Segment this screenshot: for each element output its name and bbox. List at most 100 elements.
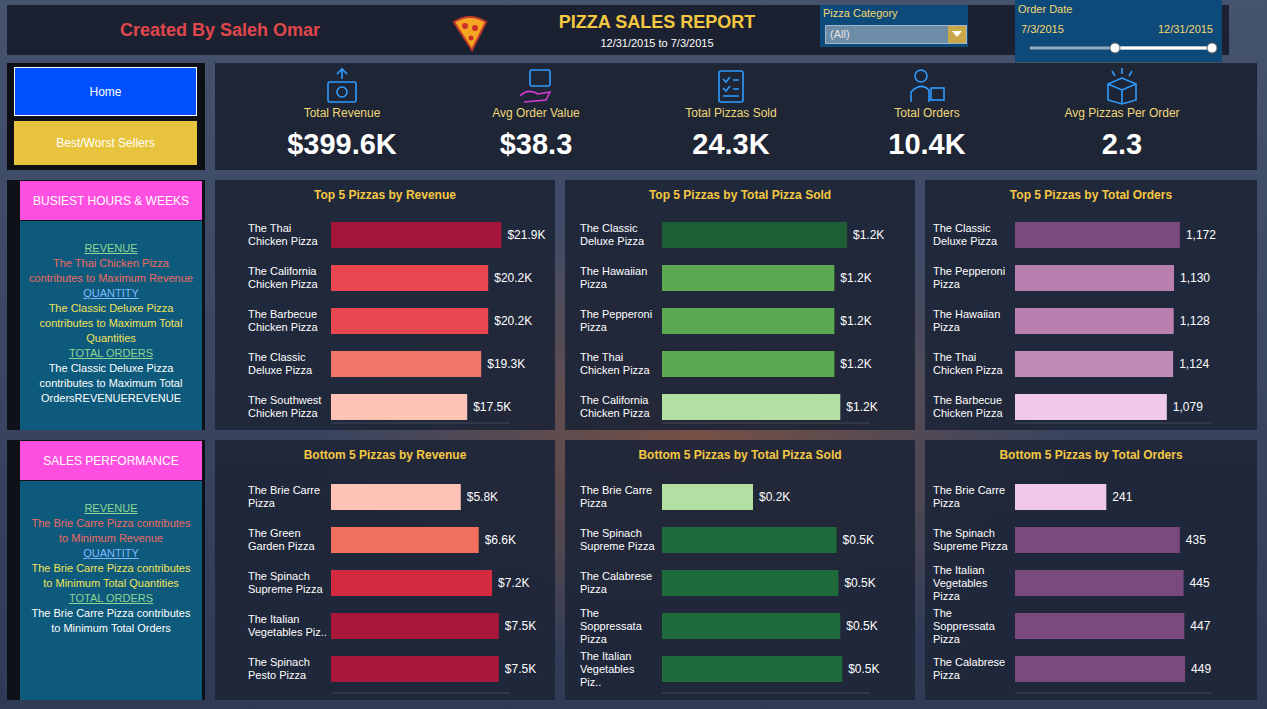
axis-line (331, 423, 510, 424)
bar (662, 394, 840, 420)
category-label: The California Chicken Pizza (580, 385, 658, 429)
data-label: $1.2K (853, 228, 884, 242)
bar (331, 484, 461, 510)
nav-button[interactable]: Best/Worst Sellers (14, 121, 197, 165)
credit: Created By Saleh Omar (60, 20, 380, 44)
dashboard: Created By Saleh Omar PIZZA SALES REPORT 1… (0, 0, 1267, 709)
kpi-icon (907, 66, 947, 106)
axis-line (1015, 423, 1212, 424)
slider-range (1115, 47, 1212, 50)
bars (1015, 222, 1180, 420)
date-label: Order Date (1018, 3, 1138, 17)
data-label: $21.9K (507, 228, 545, 242)
icon-shape (1112, 68, 1132, 76)
side-panel-title: BUSIEST HOURS & WEEKS (20, 181, 202, 220)
bar (662, 222, 847, 248)
data-label: 1,124 (1179, 357, 1209, 371)
data-label: 445 (1190, 576, 1210, 590)
category-label: The Classic Deluxe Pizza (933, 213, 1011, 257)
insight-text: The Brie Carre Pizza contributes to Mini… (26, 606, 196, 636)
kpi-value: 2.3 (1027, 128, 1217, 164)
category-label: The Hawaiian Pizza (580, 256, 658, 300)
category-dropdown[interactable]: (All) (825, 25, 967, 44)
data-label: $1.2K (840, 357, 871, 371)
category-label: The Soppressata Pizza (580, 604, 658, 648)
icon-shape (520, 91, 550, 102)
axis-line (662, 423, 870, 424)
data-label: $0.5K (843, 533, 874, 547)
icon-shape (915, 70, 927, 82)
icon-shape (723, 77, 739, 96)
category-label: The Thai Chicken Pizza (248, 213, 327, 257)
chart-svg: $21.9K$20.2K$20.2K$19.3K$17.5K (215, 180, 555, 430)
bar (331, 308, 488, 334)
bar (331, 351, 481, 377)
data-label: 435 (1186, 533, 1206, 547)
kpi-value: 10.4K (832, 128, 1022, 164)
bar (331, 265, 488, 291)
data-label: $0.5K (846, 619, 877, 633)
kpi-label: Total Revenue (247, 106, 437, 122)
category-label: The Spinach Pesto Pizza (248, 647, 327, 691)
category-label: The Italian Vegetables Piz.. (580, 647, 658, 691)
category-label: The Barbecue Chicken Pizza (933, 385, 1011, 429)
icon-shape (530, 70, 550, 86)
bar (662, 656, 842, 682)
category-label: The Barbecue Chicken Pizza (248, 299, 327, 343)
insight-text: The Brie Carre Pizza contributes to Mini… (26, 561, 196, 591)
kpi-label: Total Orders (832, 106, 1022, 122)
category-label: The Thai Chicken Pizza (580, 342, 658, 386)
side-panel-title: SALES PERFORMANCE (20, 441, 202, 480)
data-label: 1,130 (1180, 271, 1210, 285)
insight-text: The Classic Deluxe Pizza contributes to … (26, 301, 196, 346)
bar (331, 656, 499, 682)
chart-svg: 1,1721,1301,1281,1241,079 (925, 180, 1257, 430)
bar (1015, 222, 1180, 248)
date-slider[interactable] (1026, 40, 1218, 56)
data-label: $0.2K (759, 490, 790, 504)
kpi-icon (322, 66, 362, 106)
data-label: $20.2K (494, 271, 532, 285)
category-label: The Southwest Chicken Pizza (248, 385, 327, 429)
axis-line (331, 693, 510, 694)
insight-heading: REVENUE (26, 241, 196, 256)
dropdown-arrow (952, 31, 962, 38)
bar (1015, 527, 1180, 553)
category-label: The Green Garden Pizza (248, 518, 327, 562)
nav-button[interactable]: Home (14, 67, 197, 116)
chart-panel (215, 180, 555, 430)
category-label: Pizza Category (823, 7, 963, 21)
category-label: The Thai Chicken Pizza (933, 342, 1011, 386)
bars (1015, 484, 1185, 682)
data-label: $7.5K (505, 662, 536, 676)
bar (662, 308, 834, 334)
bar (331, 527, 479, 553)
category-value: (All) (830, 28, 930, 42)
pizza-topping (469, 36, 474, 41)
data-label: $1.2K (846, 400, 877, 414)
bars (331, 222, 501, 420)
pizza-slice (454, 17, 486, 50)
kpi-label: Avg Pizzas Per Order (1027, 106, 1217, 122)
category-label: The Spinach Supreme Pizza (580, 518, 658, 562)
category-label: The Italian Vegetables Pizza (933, 561, 1011, 605)
bar (331, 394, 467, 420)
data-label: $20.2K (494, 314, 532, 328)
data-label: $7.5K (505, 619, 536, 633)
data-label: 449 (1191, 662, 1211, 676)
report-title: PIZZA SALES REPORT (507, 12, 807, 34)
insight-heading: REVENUE (26, 501, 196, 516)
bars (662, 484, 842, 682)
kpi-icon (711, 66, 751, 106)
bar (1015, 265, 1174, 291)
kpi-value: $399.6K (247, 128, 437, 164)
icon-shape (719, 71, 743, 102)
bar (662, 527, 837, 553)
insight-text: The Thai Chicken Pizza contributes to Ma… (26, 256, 196, 286)
slider-handle (1110, 43, 1120, 53)
slider-track (1030, 47, 1212, 50)
data-label: 1,079 (1173, 400, 1203, 414)
date-start: 7/3/2015 (1021, 23, 1101, 37)
pizza-topping (472, 25, 478, 31)
insight-text: The Classic Deluxe Pizza contributes to … (26, 361, 196, 406)
